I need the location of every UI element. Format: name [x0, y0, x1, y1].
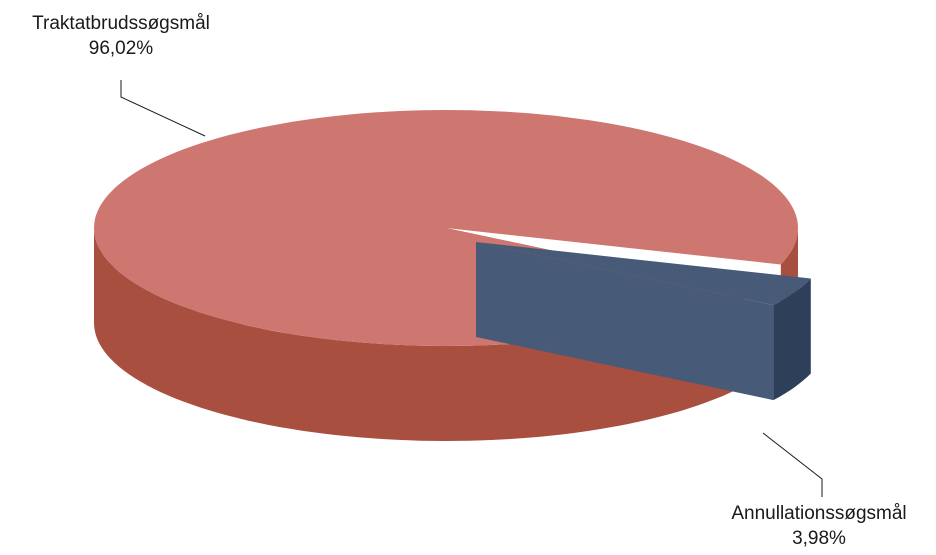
leader-line [120, 80, 206, 137]
slice-label-value: 96,02% [88, 38, 154, 59]
pie-slice-side [773, 278, 811, 401]
slice-label-annullation: Annullationssøgsmål 3,98% [706, 501, 932, 551]
pie-slice-annullation [476, 242, 811, 306]
pie-top-layer [94, 110, 811, 401]
slice-label-name: Traktatbrudssøgsmål [32, 13, 210, 34]
slice-label-traktatbrud: Traktatbrudssøgsmål 96,02% [5, 11, 237, 61]
slice-label-name: Annullationssøgsmål [731, 503, 907, 524]
pie-slice-inner-face [476, 242, 774, 401]
leader-line [762, 432, 823, 497]
pie-slice-side [94, 228, 744, 441]
leader-lines [120, 80, 823, 497]
slice-label-value: 3,98% [792, 528, 846, 549]
